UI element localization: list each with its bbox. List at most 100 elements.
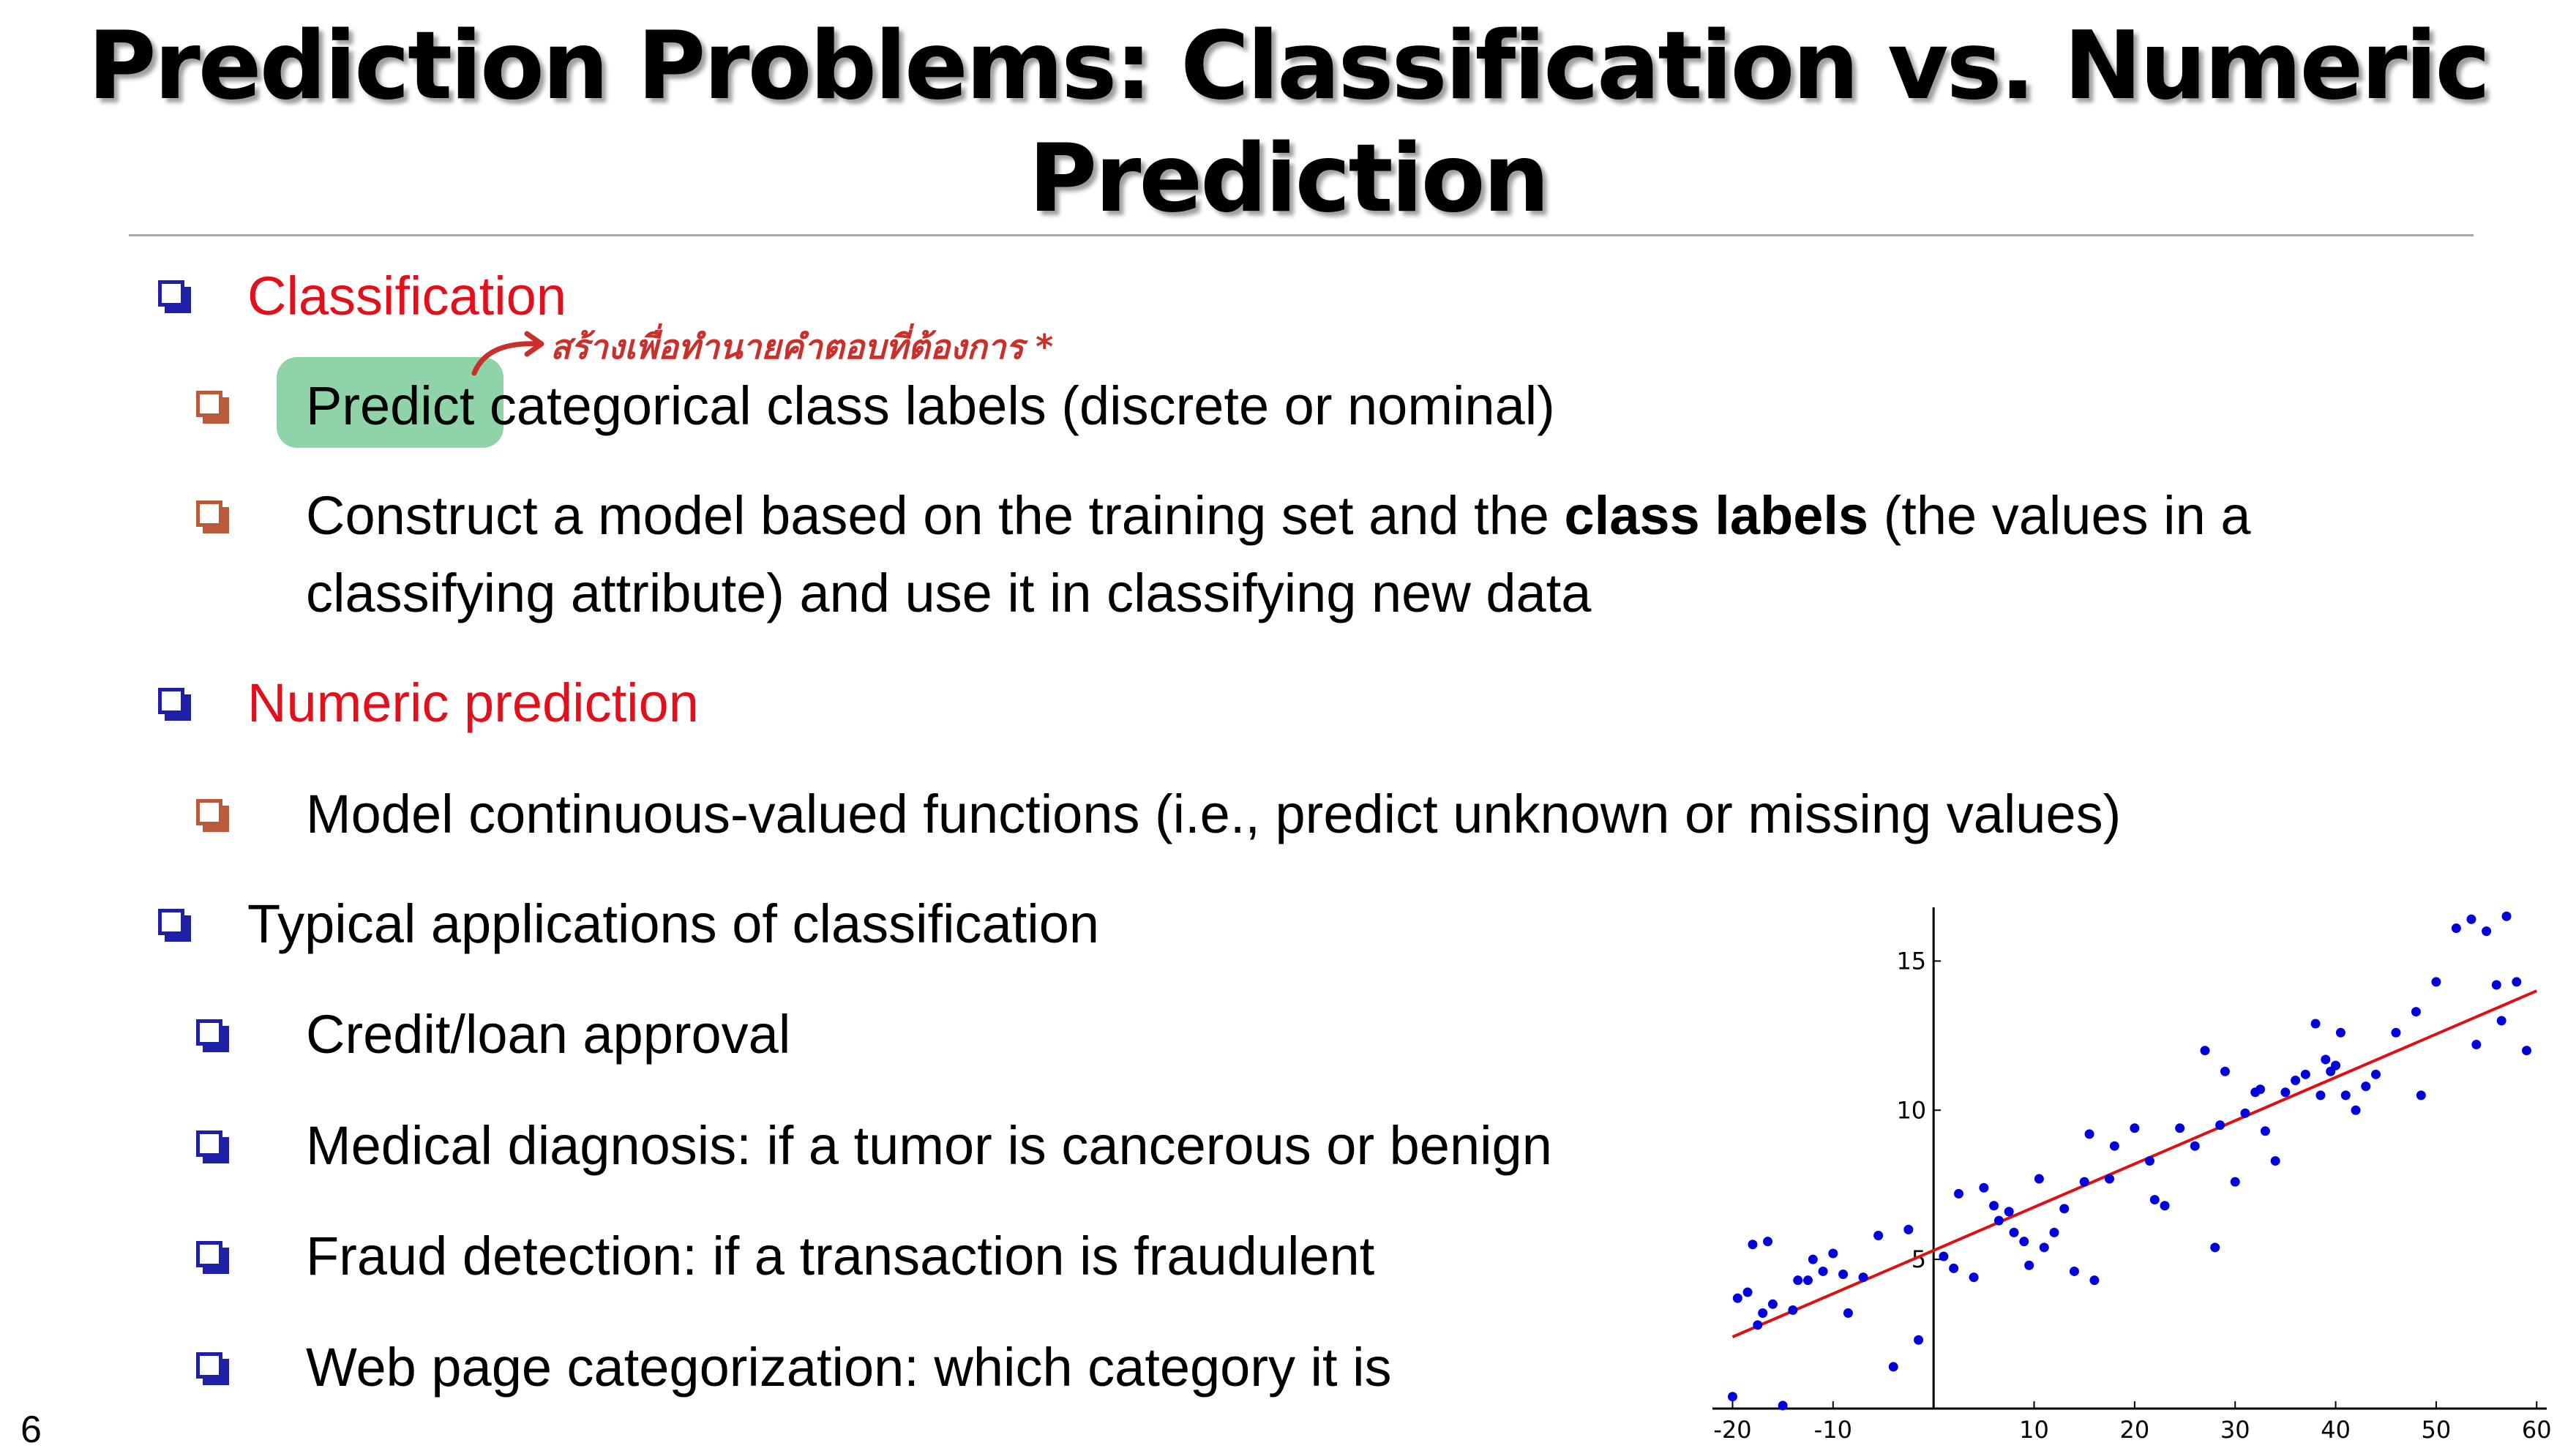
data-point [2215, 1120, 2225, 1131]
applications-heading: Typical applications of classification [247, 893, 1100, 954]
data-point [2130, 1123, 2140, 1133]
data-point [2019, 1237, 2029, 1247]
data-point [1838, 1270, 1849, 1280]
data-point [1753, 1320, 1763, 1330]
data-point [1778, 1401, 1788, 1411]
predict-word: Predict [306, 375, 475, 436]
data-point [1873, 1231, 1884, 1241]
data-point [1939, 1251, 1949, 1261]
x-tick-label: -20 [1713, 1416, 1751, 1444]
y-tick-label: 5 [1912, 1245, 1926, 1273]
bullet-navy-icon [196, 1241, 229, 1274]
bullet-rust-icon [196, 500, 229, 533]
handwritten-thai-annotation: สร้างเพื่อทำนายคำตอบที่ต้องการ * [550, 327, 1054, 367]
data-point [2160, 1201, 2170, 1211]
data-point [1969, 1272, 1979, 1283]
data-point [2069, 1266, 2079, 1276]
data-point [2084, 1129, 2094, 1139]
bullet-navy-icon [196, 1352, 229, 1385]
data-point [1843, 1308, 1853, 1319]
application-item-1: Credit/loan approval [306, 1004, 791, 1065]
bullet-navy-icon [196, 1019, 229, 1052]
data-point [2059, 1204, 2070, 1214]
data-point [1727, 1392, 1737, 1402]
data-point [2034, 1174, 2044, 1184]
predict-rest: categorical class labels (discrete or no… [474, 375, 1555, 436]
data-point [1758, 1308, 1768, 1319]
data-point [2280, 1087, 2291, 1098]
data-point [2049, 1227, 2059, 1237]
page-number: 6 [20, 1409, 42, 1451]
data-point [2149, 1195, 2160, 1205]
y-tick-label: 15 [1896, 947, 1926, 975]
data-point [2079, 1177, 2089, 1187]
y-tick-label: 10 [1896, 1096, 1926, 1124]
data-point [2482, 926, 2492, 937]
data-point [2144, 1156, 2154, 1166]
application-item-3: Fraud detection: if a transaction is fra… [306, 1226, 1375, 1286]
regression-line [1731, 989, 2538, 1338]
x-tick-label: -10 [1814, 1416, 1852, 1444]
data-point [1989, 1201, 1999, 1211]
data-point [1802, 1275, 1813, 1286]
x-tick-label: 60 [2522, 1416, 2552, 1444]
slide-title-line1: Prediction Problems: Classification vs. … [87, 12, 2490, 121]
data-point [1748, 1240, 1758, 1250]
data-point [2200, 1046, 2210, 1056]
data-point [2009, 1227, 2019, 1237]
class-labels-bold: class labels [1564, 485, 1869, 546]
application-item-4: Web page categorization: which category … [306, 1337, 1392, 1398]
data-point [2105, 1174, 2115, 1184]
data-point [2190, 1141, 2200, 1151]
data-point [2471, 1040, 2482, 1050]
data-point [2240, 1108, 2250, 1118]
data-point [2220, 1066, 2230, 1076]
data-point [1793, 1275, 1803, 1286]
data-point [2340, 1090, 2351, 1101]
data-point [2351, 1105, 2361, 1115]
data-point [2270, 1156, 2280, 1166]
data-point [2331, 1060, 2341, 1071]
data-point [2175, 1123, 2185, 1133]
predict-highlight [277, 357, 503, 448]
title-divider [129, 234, 2474, 236]
data-point [1888, 1362, 1898, 1372]
bullet-navy-icon [158, 280, 191, 313]
data-point [1767, 1299, 1778, 1309]
data-point [2371, 1069, 2381, 1079]
data-point [2431, 977, 2441, 987]
data-point [1979, 1182, 1989, 1193]
data-point [2416, 1090, 2426, 1101]
data-point [2501, 911, 2512, 921]
data-point [2300, 1069, 2310, 1079]
data-point [2512, 977, 2522, 987]
data-point [1914, 1335, 1924, 1345]
x-tick-label: 50 [2422, 1416, 2452, 1444]
bullet-navy-icon [196, 1131, 229, 1163]
point-2-text-start: Construct a model based on the training … [306, 485, 1565, 546]
bullet-rust-icon [196, 799, 229, 832]
data-point [2310, 1019, 2321, 1029]
classification-point-2-line2: classifying attribute) and use it in cla… [306, 563, 1592, 623]
bullet-navy-icon [158, 688, 191, 721]
data-point [2315, 1090, 2326, 1101]
classification-point-1: Predict categorical class labels (discre… [306, 367, 1555, 445]
x-tick-label: 40 [2321, 1416, 2351, 1444]
data-point [2109, 1141, 2119, 1151]
annotation-arrow-icon [471, 331, 544, 376]
data-point [1828, 1248, 1838, 1259]
bullet-navy-icon [158, 909, 191, 942]
data-point [1949, 1263, 1959, 1273]
data-point [1788, 1305, 1798, 1315]
data-point [1954, 1188, 1964, 1199]
data-point [2522, 1046, 2532, 1056]
data-point [2321, 1054, 2331, 1065]
data-point [2291, 1075, 2301, 1085]
classification-heading: Classification [247, 266, 566, 326]
data-point [2089, 1275, 2100, 1286]
data-point [2451, 923, 2461, 934]
data-point [1763, 1237, 1773, 1247]
data-point [2466, 914, 2476, 924]
data-point [2210, 1242, 2220, 1253]
